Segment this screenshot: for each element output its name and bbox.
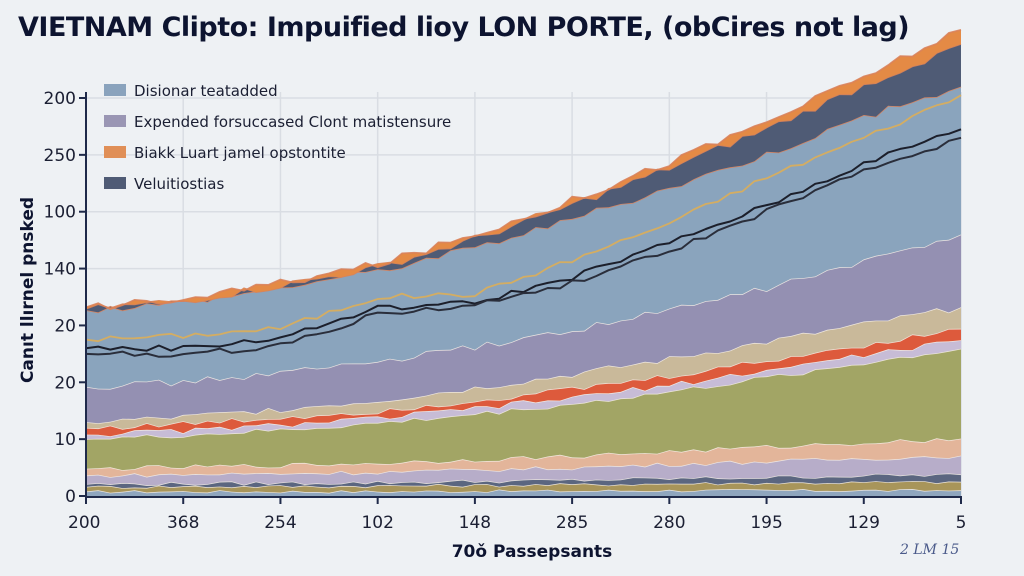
y-tick-label: 140 [44,260,76,280]
black-line-lower [85,136,962,358]
x-tick-label: 254 [264,513,296,533]
y-ticks: 0 10 20 20 140 100 250 200 [44,89,86,507]
line-series [85,94,962,358]
y-axis-title: Canıt llırnel pnsked [18,197,38,383]
y-tick-label: 100 [44,203,76,223]
area-olive-thin [86,481,961,493]
x-tick-label: 280 [653,513,685,533]
area-light-blue [86,86,961,389]
legend-swatch [104,146,126,158]
x-tick-label: 200 [68,513,100,533]
y-tick-label: 0 [65,487,76,507]
x-tick-label: 5 [956,513,967,533]
legend-label: Biakk Luart jamel opstontite [134,144,346,162]
area-red [86,328,961,437]
axes [85,92,962,498]
legend: Disionar teatadded Expended forsuccased C… [104,82,451,193]
legend-label: Disionar teatadded [134,82,278,100]
watermark: 2 LM 15 [899,542,959,558]
gold-line [85,94,962,343]
legend-swatch [104,115,126,127]
legend-swatch [104,177,126,189]
area-peach [86,438,961,478]
x-tick-label: 368 [167,513,199,533]
y-tick-label: 10 [54,430,76,450]
area-base-blue [86,489,961,496]
stacked-areas [85,29,962,496]
y-tick-label: 20 [54,316,76,336]
x-ticks: 200 368 254 102 148 285 280 195 129 5 [68,496,966,533]
x-tick-label: 102 [361,513,393,533]
legend-swatch [104,84,126,96]
y-tick-label: 20 [54,373,76,393]
x-axis-title: 70ǒ Passepsants [452,542,613,562]
y-tick-label: 250 [44,146,76,166]
x-tick-label: 148 [459,513,491,533]
legend-label: Veluitiostias [134,175,224,193]
y-tick-label: 200 [44,89,76,109]
x-tick-label: 285 [556,513,588,533]
legend-label: Expended forsuccased Clont matistensure [134,113,451,131]
area-lilac-low [86,455,961,486]
chart-title: VIETNAM Clipto: Impuified lioy LON PORTE… [18,12,910,43]
x-tick-label: 129 [848,513,880,533]
area-edge-orange [85,29,962,311]
x-tick-label: 195 [750,513,782,533]
area-purple [86,234,961,424]
